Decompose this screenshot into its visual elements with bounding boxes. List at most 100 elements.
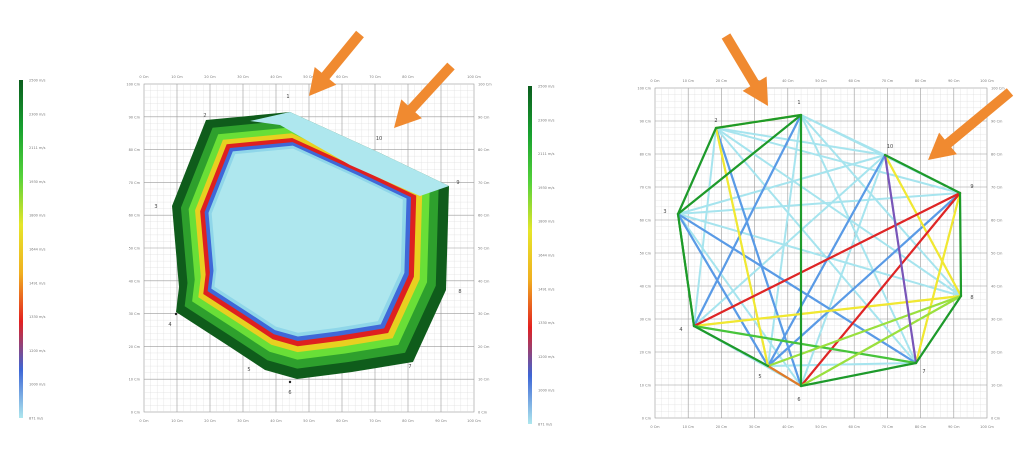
left-y-tick-left: 40 Cm — [129, 279, 141, 283]
left-x-tick-bottom: 20 Cm — [204, 419, 216, 423]
left-y-tick-right: 50 Cm — [478, 247, 490, 251]
left-x-tick-bottom: 70 Cm — [369, 419, 381, 423]
left-y-tick-right: 0 Cm — [478, 411, 488, 415]
ray-path — [914, 191, 962, 365]
right-x-tick-bottom: 100 Cm — [980, 425, 994, 429]
ray-path — [767, 362, 917, 367]
left-velocity-map-panel: 2500 m/s 2300 m/s 2111 m/s 1930 m/s 1800 m/s… — [19, 75, 555, 427]
ray-path — [715, 127, 961, 194]
right-x-tick-bottom: 30 Cm — [749, 425, 761, 429]
left-y-tick-left: 30 Cm — [129, 312, 141, 316]
right-x-tick-bottom: 90 Cm — [948, 425, 960, 429]
ray-path — [800, 114, 886, 156]
right-y-tick-right: 60 Cm — [991, 219, 1003, 223]
right-y-tick-left: 40 Cm — [640, 285, 652, 289]
ray-path — [677, 192, 961, 215]
ray-path — [883, 153, 918, 365]
ray-path — [958, 191, 963, 298]
left-y-tick-right: 60 Cm — [478, 214, 490, 218]
left-x-tick-top: 60 Cm — [336, 75, 348, 79]
ray-path — [800, 154, 886, 387]
left-colorbar-label: 1000 m/s — [29, 383, 46, 387]
right-sensor-label: 8 — [970, 295, 973, 301]
right-colorbar-label: 2111 m/s — [538, 152, 555, 156]
right-colorbar-label: 1800 m/s — [538, 220, 555, 224]
left-colorbar-label: 2300 m/s — [29, 112, 46, 116]
right-y-tick-left: 100 Cm — [637, 87, 651, 91]
arrow-icon — [721, 33, 768, 106]
left-x-tick-top: 30 Cm — [237, 75, 249, 79]
ray-path — [676, 126, 718, 216]
right-y-tick-right: 20 Cm — [991, 351, 1003, 355]
right-x-tick-top: 0 Cm — [650, 79, 660, 83]
right-colorbar-label: 1644 m/s — [538, 254, 555, 258]
left-x-tick-bottom: 80 Cm — [402, 419, 414, 423]
ray-path — [799, 294, 963, 388]
left-sensor-label: 2 — [203, 113, 206, 119]
left-y-tick-right: 30 Cm — [478, 312, 490, 316]
right-x-tick-top: 10 Cm — [682, 79, 694, 83]
right-x-tick-top: 100 Cm — [980, 79, 994, 83]
left-y-tick-right: 70 Cm — [478, 181, 490, 185]
right-sensor-label: 7 — [922, 369, 925, 375]
ray-path — [693, 154, 886, 327]
left-sensor-label: 10 — [376, 136, 382, 142]
sensor-dot — [174, 312, 178, 316]
ray-path — [692, 294, 963, 328]
left-colorbar — [19, 80, 23, 418]
left-colorbar-label: 1930 m/s — [29, 180, 46, 184]
right-y-tick-left: 80 Cm — [640, 153, 652, 157]
left-x-tick-bottom: 50 Cm — [303, 419, 315, 423]
right-colorbar-label: 1330 m/s — [538, 321, 555, 325]
right-y-tick-right: 0 Cm — [991, 417, 1001, 421]
left-y-tick-left: 80 Cm — [129, 148, 141, 152]
left-y-tick-right: 10 Cm — [478, 378, 490, 382]
right-x-tick-top: 80 Cm — [915, 79, 927, 83]
left-y-tick-left: 0 Cm — [131, 411, 141, 415]
right-y-tick-left: 60 Cm — [640, 219, 652, 223]
right-x-tick-bottom: 80 Cm — [915, 425, 927, 429]
ray-path — [766, 364, 803, 388]
left-y-tick-right: 80 Cm — [478, 148, 490, 152]
right-x-tick-bottom: 40 Cm — [782, 425, 794, 429]
left-x-tick-bottom: 40 Cm — [270, 419, 282, 423]
right-y-tick-left: 50 Cm — [640, 252, 652, 256]
ray-path — [692, 113, 803, 328]
right-x-tick-top: 70 Cm — [882, 79, 894, 83]
right-sensor-label: 6 — [797, 397, 800, 403]
right-y-tick-left: 30 Cm — [640, 318, 652, 322]
right-y-tick-left: 0 Cm — [642, 417, 652, 421]
left-x-tick-top: 80 Cm — [402, 75, 414, 79]
right-y-tick-left: 90 Cm — [640, 120, 652, 124]
left-x-tick-bottom: 0 Cm — [139, 419, 149, 423]
heatmap-band — [250, 112, 449, 196]
left-x-tick-bottom: 90 Cm — [435, 419, 447, 423]
ray-path — [799, 361, 918, 388]
left-x-tick-top: 70 Cm — [369, 75, 381, 79]
left-y-tick-left: 50 Cm — [129, 247, 141, 251]
right-y-tick-right: 100 Cm — [991, 87, 1005, 91]
right-sensor-label: 10 — [887, 144, 893, 150]
right-x-tick-bottom: 10 Cm — [682, 425, 694, 429]
ray-path — [914, 294, 963, 365]
ray-path — [883, 153, 962, 195]
right-colorbar-label: 1930 m/s — [538, 186, 555, 190]
left-x-tick-bottom: 60 Cm — [336, 419, 348, 423]
left-sensor-label: 1 — [286, 94, 289, 100]
left-x-tick-top: 0 Cm — [139, 75, 149, 79]
right-y-tick-left: 20 Cm — [640, 351, 652, 355]
arrow-icon — [928, 88, 1014, 160]
right-y-tick-right: 10 Cm — [991, 384, 1003, 388]
ray-path — [714, 113, 803, 130]
ray-path — [676, 113, 803, 216]
left-y-tick-left: 20 Cm — [129, 345, 141, 349]
left-colorbar-label: 1200 m/s — [29, 349, 46, 353]
left-sensor-label: 4 — [168, 322, 171, 328]
right-y-tick-right: 90 Cm — [991, 120, 1003, 124]
right-x-tick-top: 40 Cm — [782, 79, 794, 83]
right-colorbar-label: 1000 m/s — [538, 389, 555, 393]
ray-path — [799, 191, 962, 388]
left-x-tick-top: 50 Cm — [303, 75, 315, 79]
velocity-heatmap — [172, 112, 449, 379]
right-colorbar-label: 871 m/s — [538, 423, 552, 427]
